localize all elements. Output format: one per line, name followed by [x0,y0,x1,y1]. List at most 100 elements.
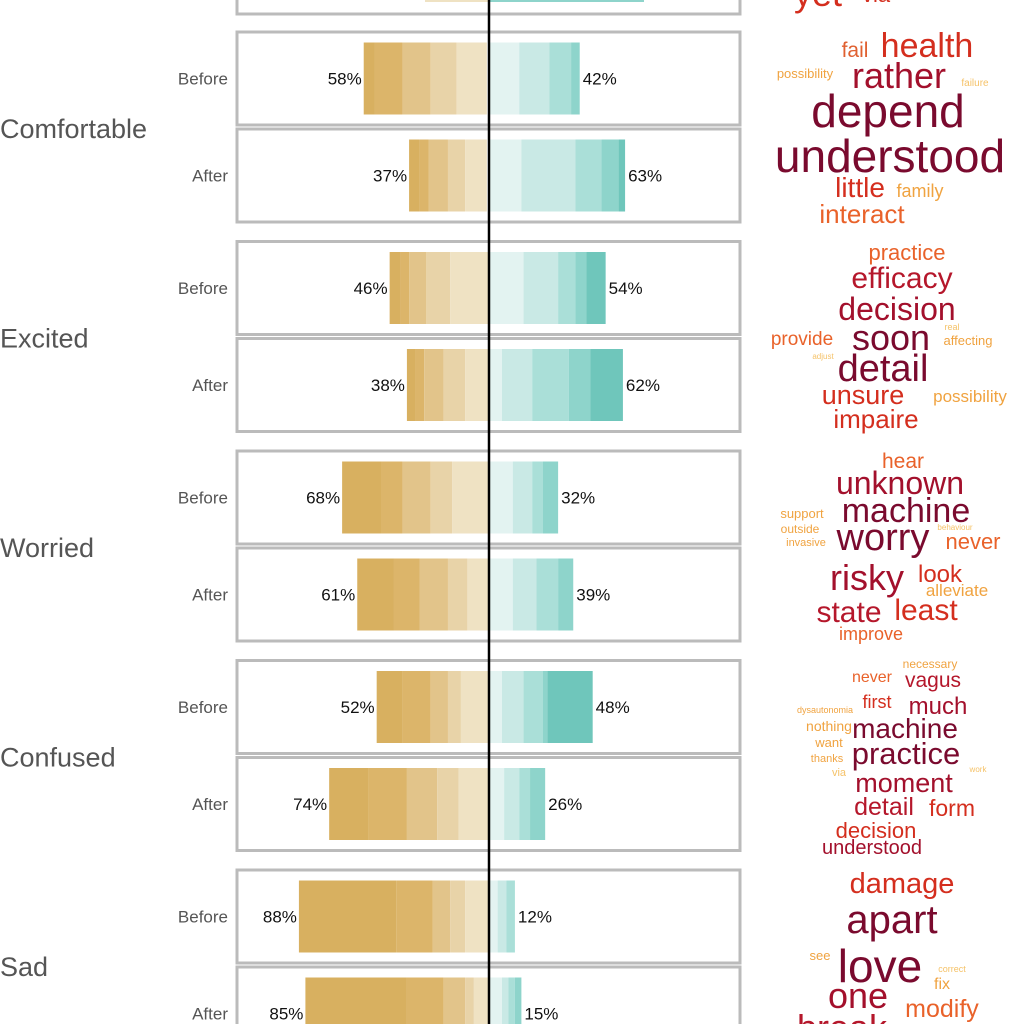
cloud-word: damage [850,868,955,900]
bar-segment-positive [575,252,587,324]
bar-segment-negative [305,977,407,1024]
bar-segment-positive [543,461,559,534]
data-label-negative: 38% [371,376,405,395]
data-label-negative: 58% [328,70,362,89]
category-label: Comfortable [0,114,147,144]
bar-segment-negative [437,768,459,840]
data-label-positive: 39% [576,586,610,605]
bar-segment-negative [363,42,375,115]
row-label-after: After [192,167,228,186]
row-label-before: Before [178,698,228,717]
bar-segment-positive [590,349,623,421]
cloud-word: understood [822,837,922,859]
cloud-word: work [969,765,988,774]
cloud-word: possibility [933,387,1007,406]
bar-segment-negative [430,42,457,115]
bar-segment-positive [521,139,576,212]
data-label-negative: 85% [269,1005,303,1024]
cloud-word: fail [842,39,869,62]
bar-segment-negative [357,558,394,631]
bar-segment-positive [549,42,572,115]
bar-segment-positive [512,558,537,631]
category-label: Excited [0,324,89,354]
bar-segment-negative [447,139,466,212]
bar-segment-negative [447,671,461,743]
data-label-negative: 68% [306,489,340,508]
bar-segment-negative [450,252,489,324]
cloud-word-cropped: break [797,1007,888,1024]
cloud-word: practice [852,736,961,771]
cloud-word: practice [868,240,945,265]
bar-segment-positive [489,671,502,743]
cloud-word: affecting [944,333,993,348]
bar-segment-negative [426,252,451,324]
bar-segment-negative [450,880,466,953]
bar-segment-negative [465,880,489,953]
data-label-positive: 42% [583,70,617,89]
data-label-negative: 74% [293,795,327,814]
data-label-negative: 46% [354,279,388,298]
cloud-word: love [838,940,922,992]
bar-segment-negative [467,558,489,631]
bar-segment-negative [342,461,381,534]
cloud-word: understood [775,130,1005,182]
bar-segment-positive [489,880,498,953]
row-label-before: Before [178,908,228,927]
wordclouds-layer: yet via fail health possibility rather failure… [771,0,1008,1024]
cloud-word: much [909,693,968,720]
cloud-word: alleviate [926,581,988,600]
bar-segment-negative [402,671,431,743]
cloud-word: improve [839,624,903,644]
cloud-word: behaviour [937,523,972,532]
cloud-word: want [814,735,843,750]
bar-segment-negative [402,461,431,534]
cloud-word: detail [854,793,914,821]
bar-segment-negative [298,880,397,953]
bar-segment-negative [465,349,489,421]
bar-segment-positive [530,768,546,840]
cloud-word: worry [836,517,930,559]
bar-segment-positive [532,349,569,421]
data-label-positive: 54% [609,279,643,298]
row-label-before: Before [178,279,228,298]
cloud-word: outside [781,522,820,536]
bar-segment-positive [489,768,505,840]
bar-segment-negative [443,977,466,1024]
bar-segment-negative [389,252,401,324]
bar-segment-positive [547,671,593,743]
bar-segment-positive [489,558,513,631]
wordcloud-comfortable: fail health possibility rather failuredepend… [775,27,1005,229]
bar-segment-positive [514,977,522,1024]
cloud-word: fix [934,976,950,993]
bar-segment-positive [504,768,520,840]
bar-segment-positive [489,42,520,115]
data-label-negative: 88% [263,908,297,927]
cloud-word: interact [819,199,905,229]
category-label: Worried [0,533,94,563]
cloud-word: nothing [806,718,852,734]
bar-segment-positive [489,139,522,212]
cloud-word: failure [961,78,989,89]
cloud-word: provide [771,329,833,350]
cloud-word: family [896,181,943,201]
cloud-word: necessary [903,657,958,671]
cloud-word: support [780,506,824,521]
bar-segment-negative [430,461,453,534]
data-label-positive: 62% [626,376,660,395]
bar-segment-positive [558,252,576,324]
bar-segment-negative [428,139,448,212]
row-label-after: After [192,795,228,814]
row-label-after: After [192,1005,228,1024]
bar-segment-negative [393,558,420,631]
cloud-word: see [810,948,831,963]
cloud-word-cropped: yet [794,0,842,14]
row-label-after: After [192,586,228,605]
cloud-word: real [944,322,959,332]
bar-segment-positive [558,558,574,631]
bar-segment-positive [489,977,502,1024]
cloud-word: apart [846,898,937,942]
cloud-word: correct [938,964,966,974]
